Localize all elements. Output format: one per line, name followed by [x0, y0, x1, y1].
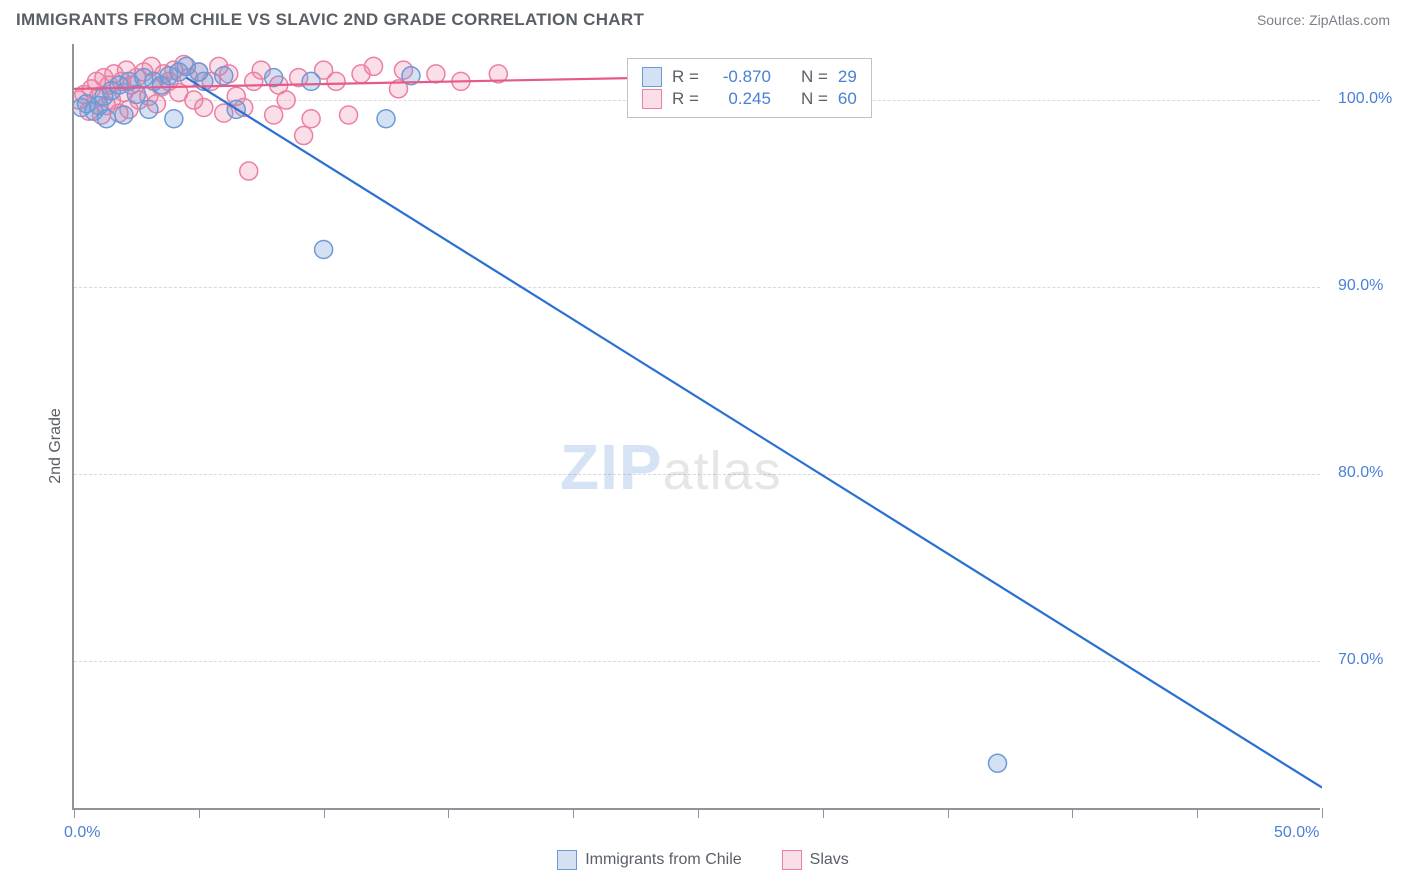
- chart-svg: [74, 44, 1322, 810]
- legend-item: Slavs: [782, 850, 849, 870]
- stat-value: 29: [838, 67, 857, 87]
- legend-label: Immigrants from Chile: [585, 851, 741, 869]
- chart-title: IMMIGRANTS FROM CHILE VS SLAVIC 2ND GRAD…: [16, 10, 644, 30]
- data-point: [295, 127, 313, 145]
- trend-line: [186, 78, 1322, 788]
- stats-row: R = -0.870 N = 29: [642, 67, 857, 87]
- stats-row: R = 0.245 N = 60: [642, 89, 857, 109]
- stat-value: -0.870: [709, 67, 771, 87]
- data-point: [365, 57, 383, 75]
- y-tick-label: 100.0%: [1338, 90, 1392, 108]
- y-tick-label: 90.0%: [1338, 277, 1383, 295]
- legend-swatch: [557, 850, 577, 870]
- data-point: [240, 162, 258, 180]
- x-tick-label: 50.0%: [1274, 824, 1319, 842]
- x-tick: [1322, 808, 1323, 818]
- data-point: [327, 72, 345, 90]
- chart-area: R = -0.870 N = 29 R = 0.245 N = 60: [72, 44, 1320, 810]
- data-point: [427, 65, 445, 83]
- y-tick-label: 70.0%: [1338, 651, 1383, 669]
- data-point: [215, 67, 233, 85]
- bottom-legend: Immigrants from Chile Slavs: [0, 850, 1406, 870]
- data-point: [315, 241, 333, 259]
- stat-label: N =: [801, 67, 828, 87]
- legend-label: Slavs: [810, 851, 849, 869]
- legend-item: Immigrants from Chile: [557, 850, 741, 870]
- stat-label: R =: [672, 67, 699, 87]
- legend-swatch: [782, 850, 802, 870]
- legend-swatch: [642, 89, 662, 109]
- stat-label: R =: [672, 89, 699, 109]
- data-point: [195, 99, 213, 117]
- stat-label: N =: [801, 89, 828, 109]
- data-point: [265, 106, 283, 124]
- data-point: [340, 106, 358, 124]
- data-point: [165, 110, 183, 128]
- x-tick-label: 0.0%: [64, 824, 100, 842]
- y-tick-label: 80.0%: [1338, 464, 1383, 482]
- data-point: [115, 106, 133, 124]
- data-point: [302, 110, 320, 128]
- y-axis-label: 2nd Grade: [47, 408, 65, 484]
- stat-value: 0.245: [709, 89, 771, 109]
- source-label: Source: ZipAtlas.com: [1257, 12, 1390, 28]
- data-point: [277, 91, 295, 109]
- data-point: [989, 754, 1007, 772]
- legend-swatch: [642, 67, 662, 87]
- data-point: [377, 110, 395, 128]
- data-point: [140, 100, 158, 118]
- stat-value: 60: [838, 89, 857, 109]
- stats-box: R = -0.870 N = 29 R = 0.245 N = 60: [627, 58, 872, 118]
- data-point: [302, 72, 320, 90]
- data-point: [97, 110, 115, 128]
